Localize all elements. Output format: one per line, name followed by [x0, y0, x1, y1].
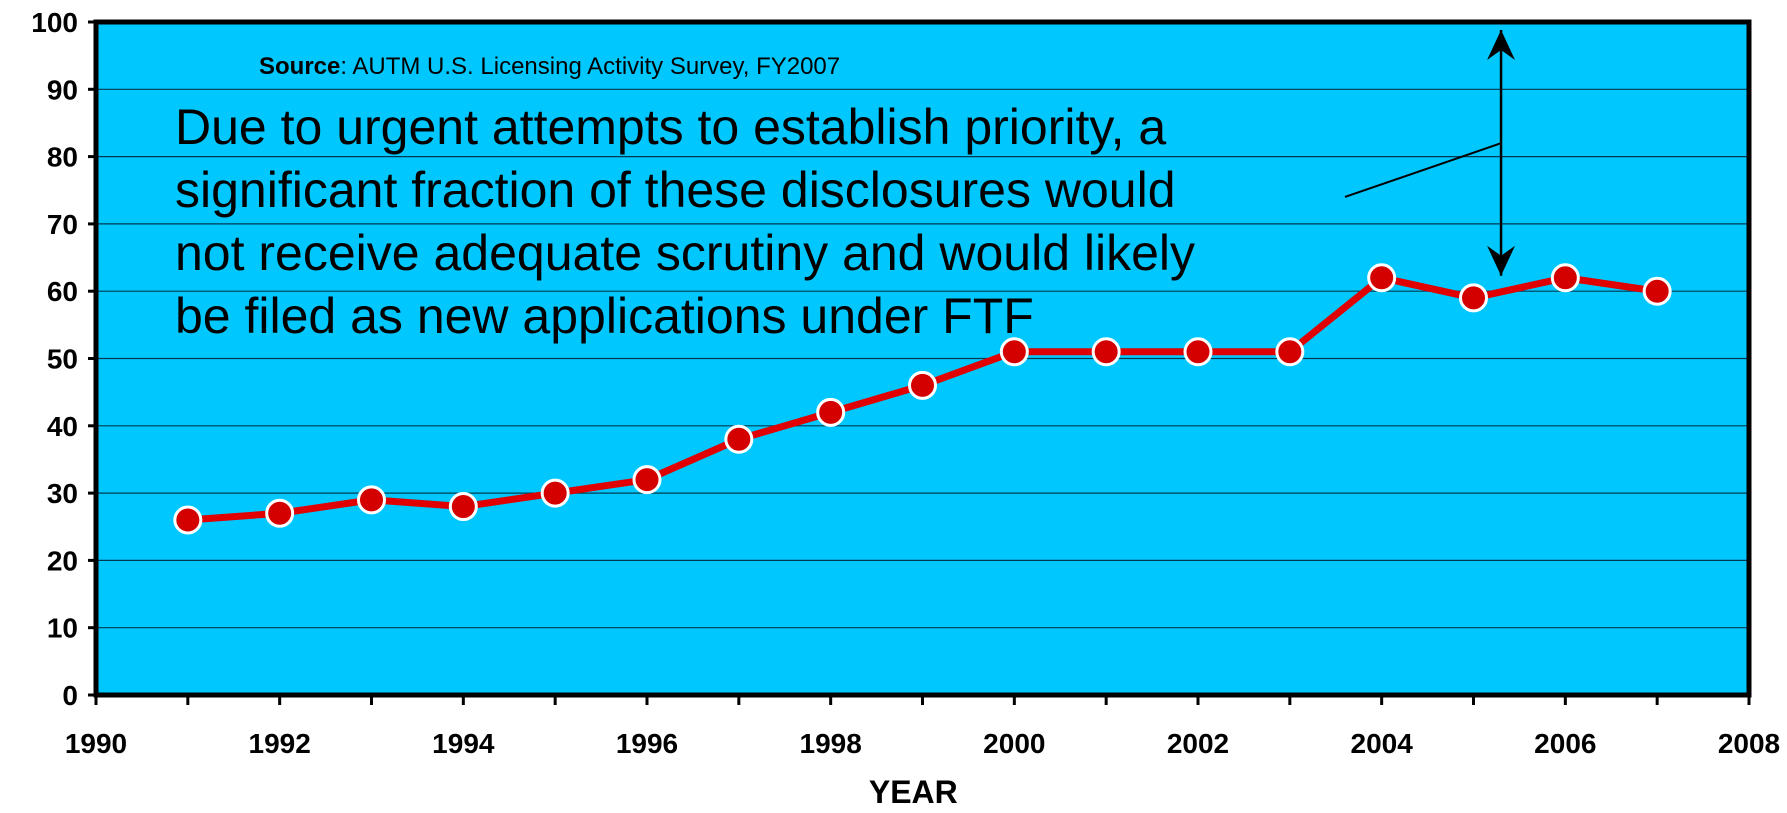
- y-tick-label: 20: [47, 545, 78, 576]
- data-point: [1367, 263, 1397, 293]
- annotation-pointer: [1344, 30, 1516, 276]
- source-label: Source: [259, 53, 340, 80]
- series-markers: [173, 263, 1672, 535]
- plot-frame: [93, 19, 1752, 698]
- y-tick-label: 0: [62, 680, 78, 711]
- data-point: [999, 337, 1029, 367]
- x-tick-label: 1990: [65, 728, 127, 759]
- annotation-line-2: significant fraction of these disclosure…: [175, 162, 1176, 218]
- y-tick-label: 60: [47, 276, 78, 307]
- data-point: [908, 370, 937, 400]
- x-axis-ticks: 1990 1992 1994 1996 1998 2000 2002 2004 2006 2008: [65, 695, 1780, 759]
- annotation-line-1: Due to urgent attempts to establish prio…: [175, 99, 1166, 155]
- pointer-line: [1344, 142, 1502, 198]
- arrow-head-down: [1487, 245, 1516, 276]
- annotation-line-4: be filed as new applications under FTF: [175, 288, 1034, 344]
- data-point: [540, 478, 570, 508]
- x-tick-label: 2008: [1718, 728, 1780, 759]
- arrow-head-up: [1487, 30, 1516, 60]
- data-point: [1091, 337, 1121, 367]
- x-tick-label: 2006: [1534, 728, 1596, 759]
- data-point: [173, 505, 203, 535]
- y-tick-label: 100: [31, 7, 78, 38]
- data-point: [448, 492, 478, 522]
- data-point: [1459, 283, 1488, 313]
- y-tick-label: 80: [47, 142, 78, 173]
- y-tick-label: 70: [47, 209, 78, 240]
- x-tick-label: 1996: [616, 728, 678, 759]
- data-point: [632, 465, 662, 495]
- source-note: Source: AUTM U.S. Licensing Activity Sur…: [259, 53, 840, 80]
- y-tick-label: 10: [47, 613, 78, 644]
- data-point: [265, 498, 295, 528]
- data-point: [816, 397, 846, 427]
- x-tick-label: 1994: [432, 728, 495, 759]
- data-point: [1550, 263, 1580, 293]
- data-point: [1183, 337, 1213, 367]
- x-axis-title: YEAR: [869, 774, 958, 810]
- y-tick-label: 90: [47, 74, 78, 105]
- x-tick-label: 1992: [249, 728, 311, 759]
- y-tick-label: 40: [47, 411, 78, 442]
- y-tick-label: 50: [47, 344, 78, 375]
- annotation-line-3: not receive adequate scrutiny and would …: [175, 225, 1195, 281]
- y-tick-label: 30: [47, 478, 78, 509]
- y-axis-ticks: 0 10 20 30 40 50 60 70 80 90 100: [31, 7, 96, 711]
- data-point: [724, 424, 754, 454]
- x-tick-label: 2002: [1167, 728, 1229, 759]
- x-tick-label: 2004: [1351, 728, 1414, 759]
- source-value: : AUTM U.S. Licensing Activity Survey, F…: [340, 53, 840, 80]
- data-point: [1275, 337, 1305, 367]
- x-tick-label: 1998: [800, 728, 862, 759]
- data-point: [357, 485, 386, 515]
- annotation-text: Due to urgent attempts to establish prio…: [175, 99, 1195, 344]
- x-tick-label: 2000: [983, 728, 1045, 759]
- data-point: [1642, 276, 1672, 306]
